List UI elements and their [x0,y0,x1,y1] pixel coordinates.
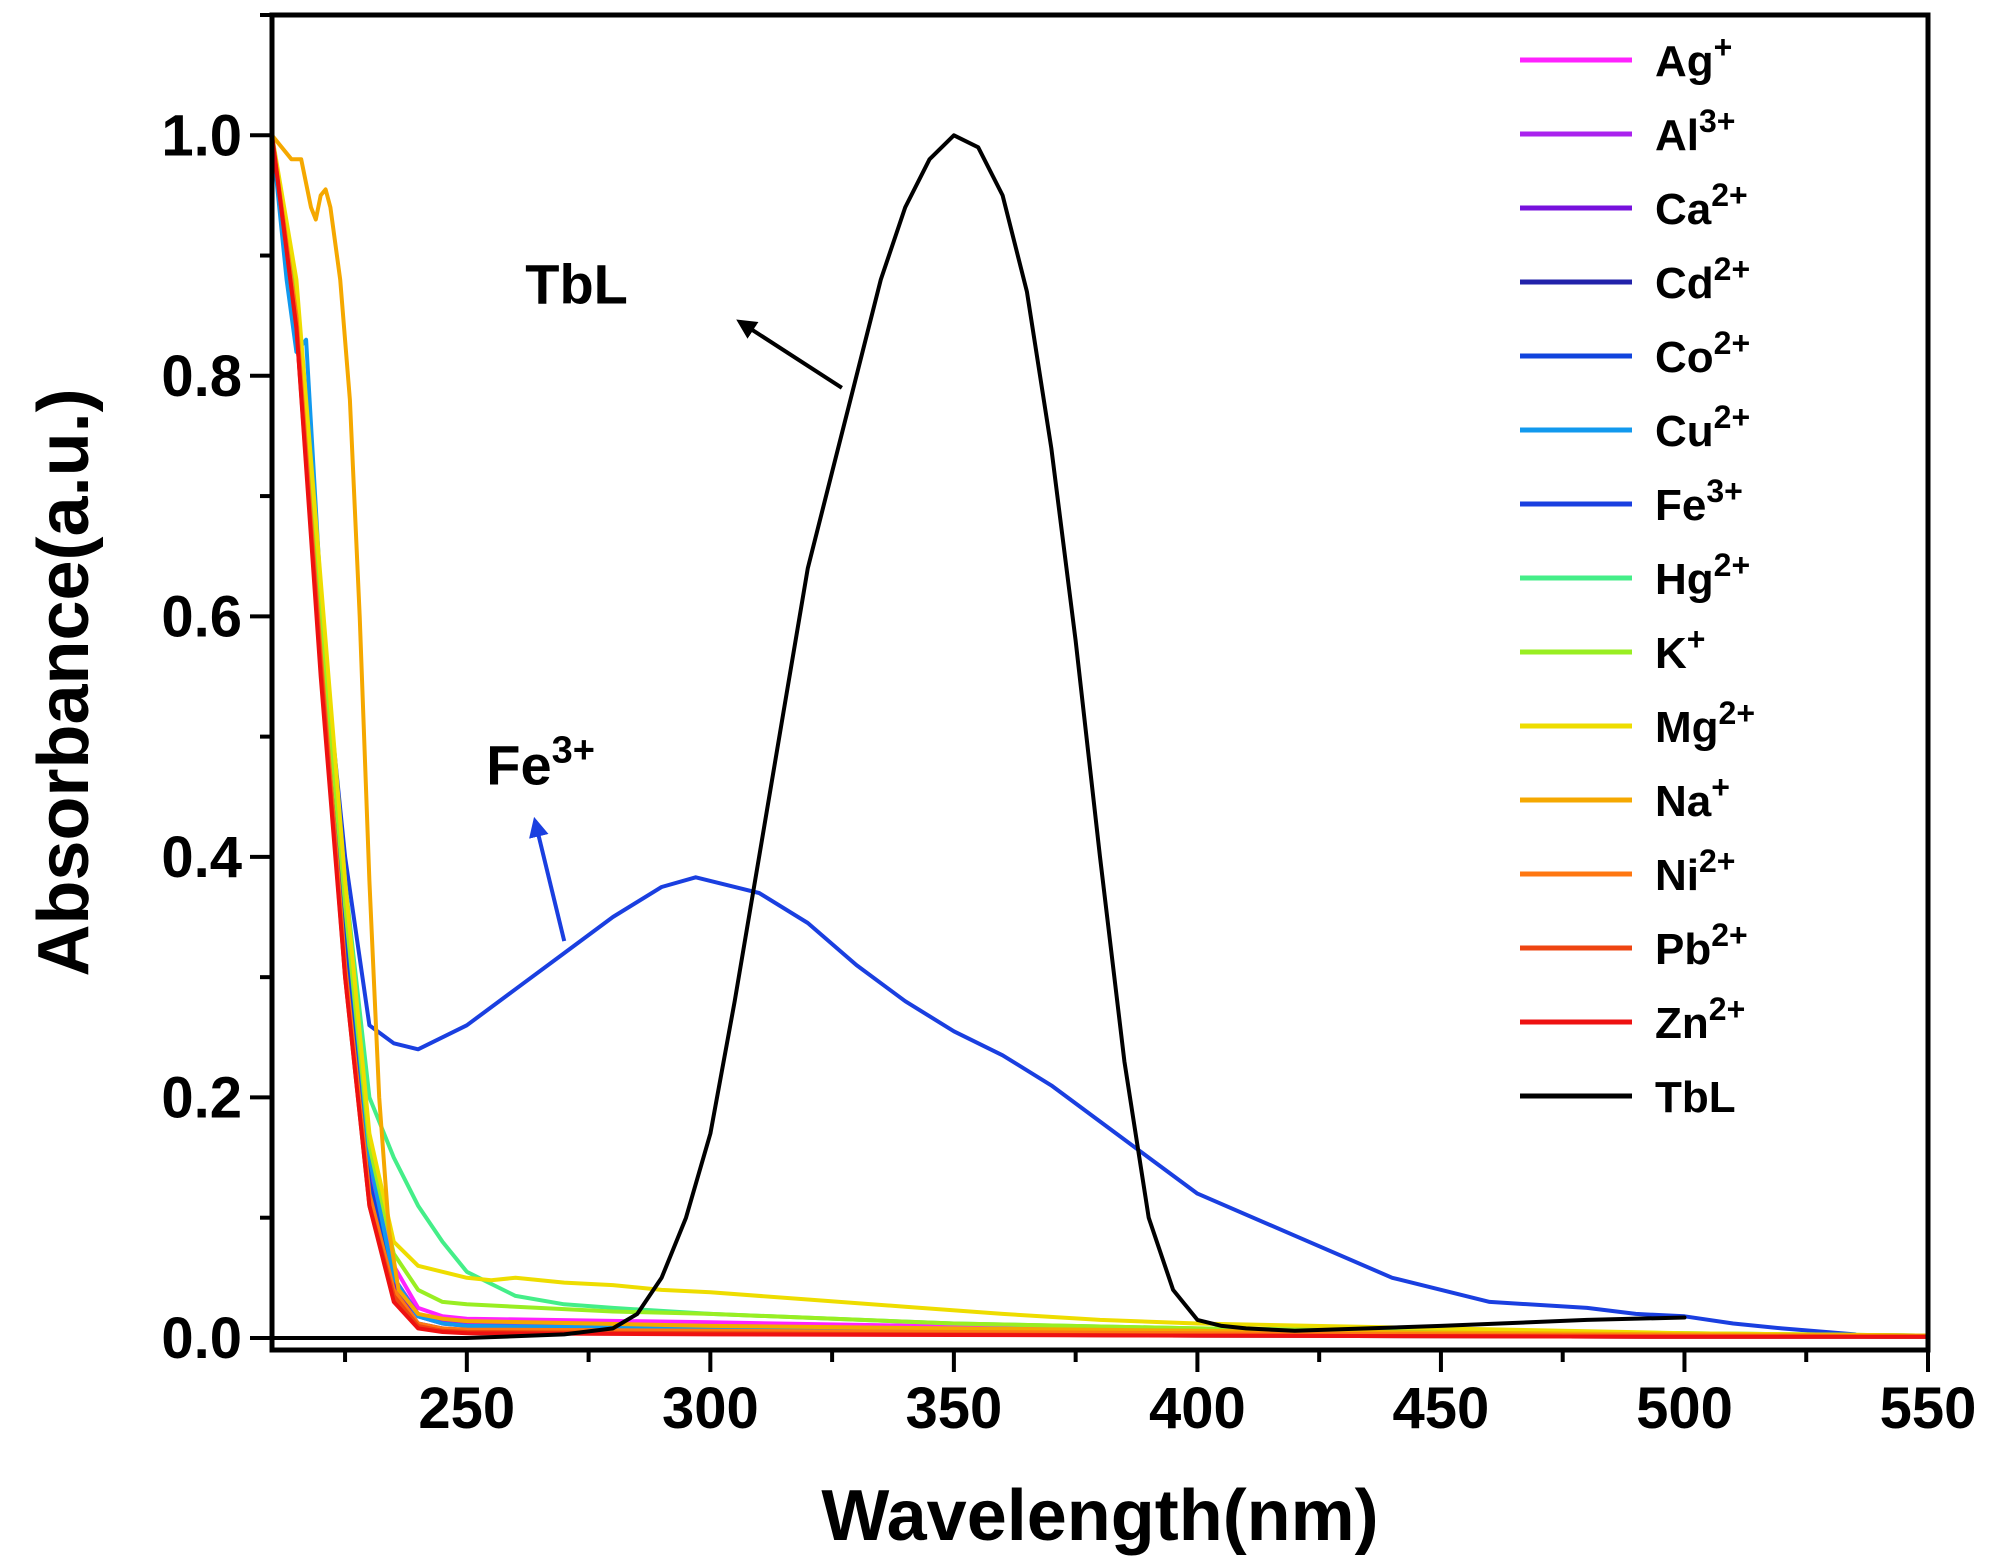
legend-label-na: Na+ [1655,769,1730,826]
series-line-mg [272,133,1928,1338]
y-tick-label: 0.8 [161,344,242,409]
x-tick-label: 500 [1636,1376,1733,1441]
annotation-label-tbl: TbL [525,253,628,316]
annotation-arrow-tbl [736,319,843,390]
x-tick-label: 350 [905,1376,1002,1441]
legend-label-ag: Ag+ [1655,29,1732,86]
plot-frame [269,12,1931,1353]
annotation-arrow-fe [529,816,567,942]
series-layer [272,133,1928,1340]
legend-label-pb: Pb2+ [1655,917,1748,974]
series-line-tbl [272,133,1687,1340]
x-tick-label: 250 [418,1376,515,1441]
legend-label-cu: Cu2+ [1655,399,1750,456]
series-line-fe [272,133,1857,1337]
legend-label-tbl: TbL [1655,1073,1736,1122]
y-tick-label: 1.0 [161,103,242,168]
series-line-k [272,133,1928,1338]
y-tick-label: 0.0 [161,1306,242,1371]
axis-layer: 250 300 350 400 450 500 550 0.0 0.2 0.4 0.6 0.8 1.0 W… [24,13,1977,1556]
legend-label-ca: Ca2+ [1655,177,1748,234]
y-tick-label: 0.2 [161,1065,242,1130]
y-tick-label: 0.6 [161,584,242,649]
annotation-layer: TbL Fe3+ [486,253,843,942]
x-tick-label: 550 [1880,1376,1977,1441]
x-tick-label: 400 [1149,1376,1246,1441]
x-tick-label: 450 [1393,1376,1490,1441]
annotation-label-fe: Fe3+ [486,730,595,797]
series-line-na [272,133,1928,1338]
x-tick-label: 300 [662,1376,759,1441]
series-line-zn [272,133,1928,1339]
x-axis-title: Wavelength(nm) [821,1476,1378,1556]
y-tick-label: 0.4 [161,825,242,890]
y-axis-title: Absorbance(a.u.) [24,388,104,976]
legend: Ag+Al3+Ca2+Cd2+Co2+Cu2+Fe3+Hg2+K+Mg2+Na+… [1520,29,1755,1122]
